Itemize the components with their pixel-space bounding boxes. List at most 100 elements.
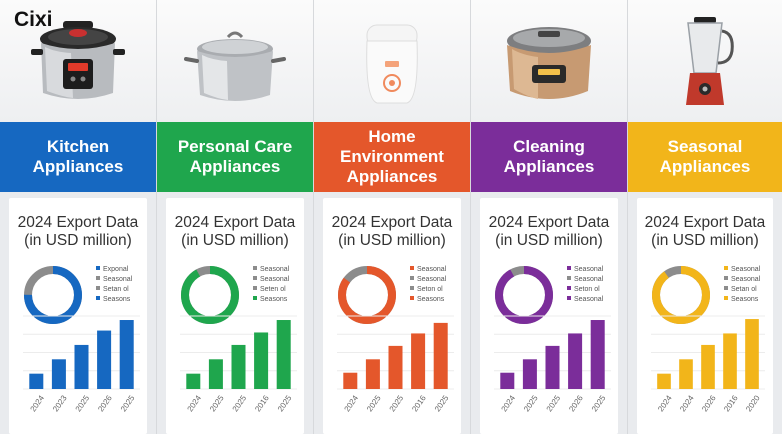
stock-pot-icon bbox=[184, 31, 286, 101]
x-tick-label: 2025 bbox=[365, 393, 383, 413]
chart-title-line1: 2024 Export Data bbox=[17, 214, 139, 231]
column-personal-care: Personal Care Appliances 2024 Export Dat… bbox=[157, 0, 314, 434]
rice-cooker-icon bbox=[507, 27, 591, 99]
chart-panel: 2024 Export Data (in USD million) Expona… bbox=[9, 198, 147, 434]
category-title-line2: Appliances bbox=[189, 157, 281, 176]
bar bbox=[74, 344, 89, 389]
chart-title-line1: 2024 Export Data bbox=[174, 214, 296, 231]
bar bbox=[657, 373, 671, 389]
category-title-line1: Personal Care bbox=[177, 137, 293, 156]
chart-panel: 2024 Export Data (in USD million) Season… bbox=[323, 198, 461, 434]
export-chart: Exponal Seasonal Setan ol Seasons 2024 2023 20… bbox=[23, 266, 140, 413]
bar bbox=[231, 344, 246, 389]
x-tick-label: 2024 bbox=[499, 393, 517, 413]
legend-swatch bbox=[253, 296, 257, 300]
x-tick-label: 2025 bbox=[231, 393, 249, 413]
legend-label: Seasonal bbox=[417, 276, 447, 283]
bar bbox=[568, 333, 583, 389]
legend-swatch bbox=[410, 266, 414, 270]
x-tick-label: 2023 bbox=[51, 393, 69, 413]
legend-label: Seasons bbox=[417, 296, 445, 303]
chart-title: 2024 Export Data (in USD million) bbox=[9, 214, 147, 250]
x-tick-label: 2020 bbox=[744, 393, 762, 413]
category-title-line1: Kitchen bbox=[46, 137, 110, 156]
chart-title: 2024 Export Data (in USD million) bbox=[637, 214, 773, 250]
x-tick-label: 2024 bbox=[342, 393, 360, 413]
legend-label: Setan ol bbox=[731, 286, 757, 293]
x-tick-label: 2025 bbox=[590, 393, 608, 413]
category-title-line1: Cleaning bbox=[513, 137, 585, 156]
bar bbox=[522, 359, 537, 389]
bar bbox=[343, 372, 358, 389]
x-tick-label: 2016 bbox=[410, 393, 428, 413]
donut-slice bbox=[495, 266, 553, 324]
category-band: Kitchen Appliances bbox=[0, 122, 156, 192]
legend-label: Seasons bbox=[260, 296, 288, 303]
blender-icon bbox=[686, 17, 734, 105]
category-band: Cleaning Appliances bbox=[471, 122, 627, 192]
bar bbox=[29, 373, 44, 389]
legend-swatch bbox=[410, 276, 414, 280]
donut-slice bbox=[652, 266, 710, 324]
photo-area bbox=[157, 0, 313, 122]
legend-swatch bbox=[253, 276, 257, 280]
category-title-line1: Seasonal bbox=[667, 137, 743, 156]
donut-slice bbox=[24, 266, 82, 324]
category-title-line2: Appliances bbox=[32, 157, 124, 176]
legend-label: Seasonal bbox=[574, 266, 604, 273]
bar bbox=[545, 345, 560, 389]
bar bbox=[254, 332, 269, 389]
category-band: Seasonal Appliances bbox=[628, 122, 782, 192]
legend-label: Seasonal bbox=[103, 276, 133, 283]
photo-area bbox=[314, 0, 470, 122]
bar bbox=[186, 373, 201, 389]
legend-swatch bbox=[724, 266, 728, 270]
x-tick-label: 2025 bbox=[522, 393, 540, 413]
bar bbox=[590, 320, 605, 389]
chart-title: 2024 Export Data (in USD million) bbox=[480, 214, 618, 250]
x-tick-label: 2024 bbox=[656, 393, 674, 413]
legend-label: Seasonal bbox=[574, 296, 604, 303]
bar bbox=[119, 320, 134, 389]
pressure-cooker-icon bbox=[31, 21, 125, 99]
legend-label: Seten ol bbox=[260, 286, 286, 293]
x-tick-label: 2026 bbox=[567, 393, 585, 413]
x-tick-label: 2026 bbox=[700, 393, 718, 413]
chart-title-line2: (in USD million) bbox=[338, 232, 446, 249]
x-tick-label: 2024 bbox=[678, 393, 696, 413]
donut-slice bbox=[338, 266, 396, 324]
chart-title-line2: (in USD million) bbox=[181, 232, 289, 249]
x-tick-label: 2025 bbox=[545, 393, 563, 413]
chart-panel: 2024 Export Data (in USD million) Season… bbox=[637, 198, 773, 434]
legend-swatch bbox=[96, 276, 100, 280]
x-tick-label: 2024 bbox=[185, 393, 203, 413]
bar bbox=[500, 372, 515, 389]
legend-swatch bbox=[96, 266, 100, 270]
legend-swatch bbox=[724, 276, 728, 280]
x-tick-label: 2016 bbox=[722, 393, 740, 413]
chart-title-line1: 2024 Export Data bbox=[488, 214, 610, 231]
legend-swatch bbox=[724, 296, 728, 300]
legend-swatch bbox=[96, 296, 100, 300]
legend-label: Seasons bbox=[103, 296, 131, 303]
x-tick-label: 2025 bbox=[119, 393, 137, 413]
legend-label: Seasons bbox=[731, 296, 759, 303]
x-tick-label: 2025 bbox=[208, 393, 226, 413]
bar bbox=[433, 322, 448, 389]
bar bbox=[745, 319, 759, 389]
bar bbox=[97, 330, 112, 389]
legend-swatch bbox=[410, 286, 414, 290]
category-title-line1: Home Environment bbox=[340, 127, 444, 166]
category-band: Home Environment Appliances bbox=[314, 122, 470, 192]
column-kitchen: Kitchen Appliances 2024 Export Data (in … bbox=[0, 0, 157, 434]
legend-swatch bbox=[96, 286, 100, 290]
legend-swatch bbox=[567, 276, 571, 280]
photo-area bbox=[471, 0, 627, 122]
legend-swatch bbox=[724, 286, 728, 290]
legend-label: Seasonal bbox=[260, 276, 290, 283]
category-title-line2: Appliances bbox=[346, 167, 438, 186]
legend-label: Seasonal bbox=[731, 276, 761, 283]
x-tick-label: 2024 bbox=[28, 393, 46, 413]
